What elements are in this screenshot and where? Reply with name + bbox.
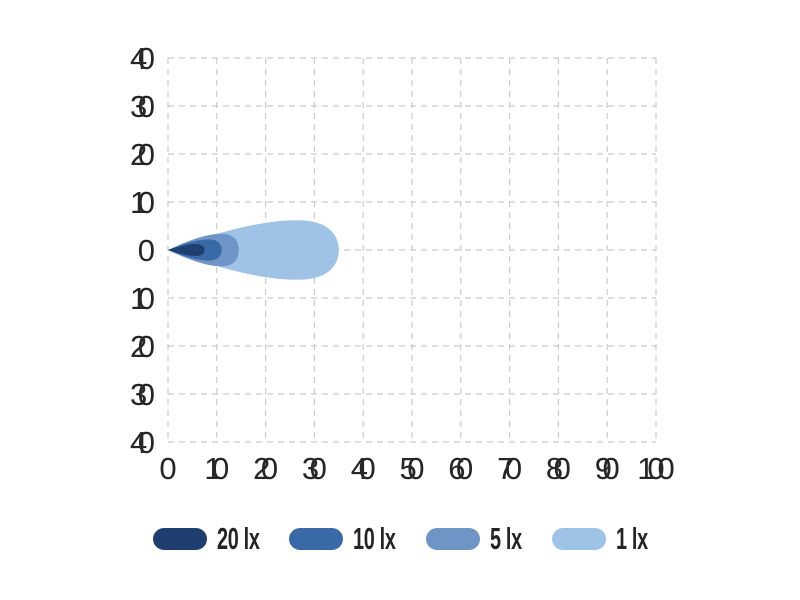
x-tick-label: 30 <box>302 451 327 486</box>
x-tick-label: 40 <box>351 451 376 486</box>
y-tick-label: 30 <box>130 89 155 124</box>
legend: 20 lx 10 lx 5 lx 1 lx <box>0 523 800 554</box>
legend-swatch-1lx <box>551 527 606 550</box>
beam-contour-1lx <box>168 220 339 280</box>
legend-swatch-5lx <box>425 527 480 550</box>
x-tick-label: 50 <box>400 451 425 486</box>
x-tick-label: 100 <box>637 451 675 486</box>
x-tick-label: 60 <box>448 451 473 486</box>
legend-item-10lx: 10 lx <box>289 523 396 554</box>
y-tick-label: 20 <box>130 329 155 364</box>
legend-label-5lx: 5 lx <box>489 521 522 556</box>
y-tick-label: 30 <box>130 377 155 412</box>
x-tick-label: 20 <box>253 451 278 486</box>
legend-swatch-10lx <box>289 527 344 550</box>
y-tick-label: 40 <box>130 425 155 460</box>
y-tick-label: 20 <box>130 137 155 172</box>
x-tick-label: 10 <box>204 451 229 486</box>
x-tick-label: 80 <box>546 451 571 486</box>
legend-label-1lx: 1 lx <box>615 521 648 556</box>
legend-swatch-20lx <box>152 527 207 550</box>
x-tick-label: 70 <box>497 451 522 486</box>
y-tick-label: 0 <box>138 233 155 268</box>
y-tick-label: 40 <box>130 41 155 76</box>
y-tick-label: 10 <box>130 281 155 316</box>
x-tick-label: 0 <box>159 451 176 486</box>
legend-item-20lx: 20 lx <box>152 521 260 556</box>
legend-label-10lx: 10 lx <box>353 521 396 556</box>
x-tick-label: 90 <box>595 451 620 486</box>
y-tick-label: 10 <box>130 185 155 220</box>
beam-contour-20lx <box>168 244 205 256</box>
legend-item-1lx: 1 lx <box>551 521 648 556</box>
legend-label-20lx: 20 lx <box>216 521 260 556</box>
legend-item-5lx: 5 lx <box>425 521 522 556</box>
